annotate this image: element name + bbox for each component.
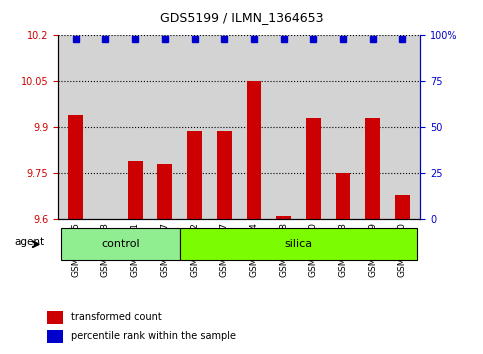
Bar [336, 173, 351, 219]
FancyBboxPatch shape [180, 228, 417, 260]
Text: silica: silica [284, 239, 313, 249]
Bar [69, 115, 83, 219]
Bar [187, 131, 202, 219]
Bar [47, 330, 63, 343]
Text: control: control [101, 239, 140, 249]
Bar [157, 164, 172, 219]
Bar [276, 216, 291, 219]
Text: percentile rank within the sample: percentile rank within the sample [71, 331, 237, 341]
FancyBboxPatch shape [61, 228, 180, 260]
Bar [217, 131, 232, 219]
Text: GDS5199 / ILMN_1364653: GDS5199 / ILMN_1364653 [160, 11, 323, 24]
Text: agent: agent [14, 238, 44, 247]
Text: transformed count: transformed count [71, 312, 162, 322]
Bar [47, 311, 63, 324]
Bar [395, 195, 410, 219]
Bar [128, 161, 142, 219]
Bar [306, 118, 321, 219]
Bar [246, 81, 261, 219]
Bar [365, 118, 380, 219]
